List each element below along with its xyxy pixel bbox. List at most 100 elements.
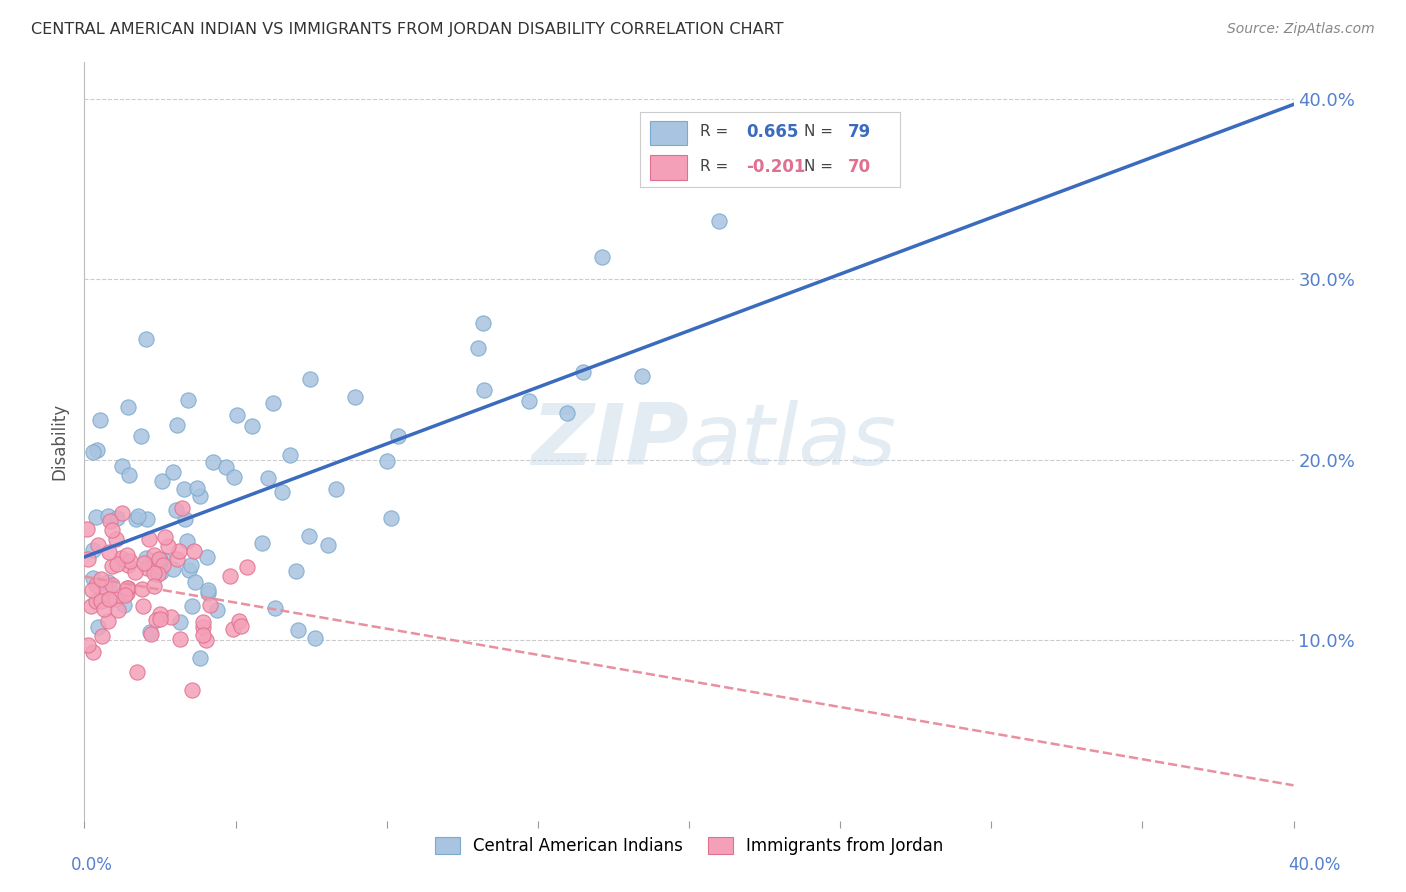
Point [278,448,301,462]
Point [149,607,172,622]
Point [191,620,214,634]
Text: Source: ZipAtlas.com: Source: ZipAtlas.com [1227,22,1375,37]
Point [82,444,104,458]
Point [107,603,129,617]
Point [90,594,112,608]
Text: CENTRAL AMERICAN INDIAN VS IMMIGRANTS FROM JORDAN DISABILITY CORRELATION CHART: CENTRAL AMERICAN INDIAN VS IMMIGRANTS FR… [31,22,783,37]
Point [146,567,169,582]
Point [215,460,238,475]
Point [180,558,202,572]
Point [115,582,138,596]
Point [325,482,347,496]
Point [555,407,578,421]
Point [287,623,309,637]
Point [138,532,160,546]
Point [107,510,129,524]
Point [117,558,139,573]
Point [177,392,200,407]
Point [143,548,166,562]
Point [197,582,219,597]
Point [179,563,201,577]
Point [188,489,211,503]
Point [145,566,167,581]
Point [344,390,367,404]
Point [298,529,321,543]
Point [264,600,287,615]
Text: ZIP: ZIP [531,400,689,483]
Point [110,550,132,565]
Point [707,213,730,227]
Point [519,393,541,408]
Point [143,566,166,580]
Point [197,549,219,564]
Point [472,316,495,330]
Point [630,369,652,384]
Point [82,645,104,659]
Text: 79: 79 [848,123,872,141]
Point [166,418,188,433]
Point [252,536,274,550]
Point [194,632,217,647]
FancyBboxPatch shape [650,120,686,145]
Text: -0.201: -0.201 [747,158,806,176]
Point [193,615,215,629]
Point [173,482,195,496]
Text: 0.0%: 0.0% [70,855,112,873]
Point [77,551,100,566]
Text: N =: N = [804,160,832,174]
Point [197,586,219,600]
Point [138,625,160,640]
Text: N =: N = [804,125,832,139]
Point [105,532,128,546]
Point [271,484,294,499]
Point [198,598,221,612]
Point [169,632,191,647]
Point [153,552,176,566]
Point [135,332,157,346]
Point [125,511,148,525]
Point [257,471,280,485]
Point [153,530,176,544]
Point [97,575,120,590]
Point [84,510,107,524]
Point [262,396,284,410]
Point [181,599,204,613]
Point [316,538,339,552]
Point [235,560,257,574]
Point [467,342,489,356]
Point [157,539,180,553]
Point [188,651,211,665]
Point [152,558,174,573]
Point [143,562,166,576]
Point [143,579,166,593]
Point [228,614,250,628]
Point [131,582,153,597]
Point [170,500,193,515]
Point [201,455,224,469]
Point [193,627,215,641]
Point [124,566,146,580]
Point [226,408,249,422]
Point [118,554,141,568]
Point [86,442,108,457]
Point [82,582,104,597]
Point [572,365,595,379]
Point [145,613,167,627]
Point [84,578,107,592]
Point [100,523,122,537]
Point [136,561,159,575]
Point [180,682,202,697]
Point [117,582,139,596]
Point [94,580,117,594]
Point [132,556,155,570]
Point [125,665,148,679]
Point [84,593,107,607]
Text: R =: R = [700,125,728,139]
Point [176,533,198,548]
Point [115,548,138,562]
Point [169,543,191,558]
Point [112,599,135,613]
Point [131,599,153,613]
Point [159,610,181,624]
Point [98,514,121,528]
